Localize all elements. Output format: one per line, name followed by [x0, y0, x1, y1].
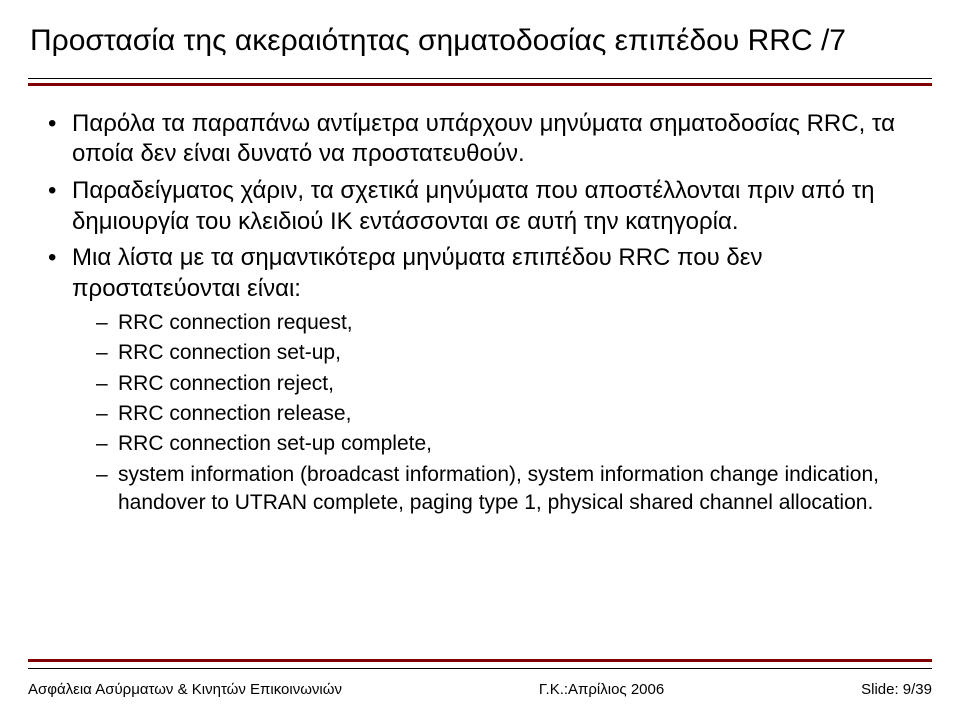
- footer-divider: [28, 659, 932, 662]
- bullet-item: Μια λίστα με τα σημαντικότερα μηνύματα ε…: [48, 243, 928, 517]
- sub-bullet-text: RRC connection release,: [118, 402, 351, 425]
- sub-bullet-text: system information (broadcast informatio…: [118, 463, 879, 514]
- bullet-text: Μια λίστα με τα σημαντικότερα μηνύματα ε…: [72, 244, 762, 302]
- sub-bullet-item: RRC connection set-up complete,: [96, 430, 928, 458]
- bullet-list: Παρόλα τα παραπάνω αντίμετρα υπάρχουν μη…: [48, 109, 928, 518]
- sub-bullet-text: RRC connection request,: [118, 311, 353, 334]
- footer-right: Slide: 9/39: [861, 681, 932, 698]
- sub-bullet-item: RRC connection release,: [96, 400, 928, 428]
- title-area: Προστασία της ακεραιότητας σηματοδοσίας …: [0, 0, 960, 60]
- sub-bullet-item: RRC connection request,: [96, 309, 928, 337]
- slide-title: Προστασία της ακεραιότητας σηματοδοσίας …: [30, 22, 930, 60]
- title-underline: [28, 78, 932, 79]
- footer: Ασφάλεια Ασύρματων & Κινητών Επικοινωνιώ…: [28, 681, 932, 698]
- body-area: Παρόλα τα παραπάνω αντίμετρα υπάρχουν μη…: [0, 79, 960, 518]
- sub-bullet-text: RRC connection set-up,: [118, 341, 341, 364]
- slide: Προστασία της ακεραιότητας σηματοδοσίας …: [0, 0, 960, 716]
- bullet-item: Παρόλα τα παραπάνω αντίμετρα υπάρχουν μη…: [48, 109, 928, 170]
- footer-center: Γ.Κ.:Απρίλιος 2006: [539, 681, 664, 698]
- sub-bullet-list: RRC connection request, RRC connection s…: [96, 309, 928, 517]
- sub-bullet-text: RRC connection set-up complete,: [118, 432, 432, 455]
- footer-left: Ασφάλεια Ασύρματων & Κινητών Επικοινωνιώ…: [28, 681, 342, 698]
- bullet-text: Παρόλα τα παραπάνω αντίμετρα υπάρχουν μη…: [72, 110, 895, 168]
- sub-bullet-item: RRC connection reject,: [96, 370, 928, 398]
- bullet-text: Παραδείγματος χάριν, τα σχετικά μηνύματα…: [72, 177, 875, 235]
- bullet-item: Παραδείγματος χάριν, τα σχετικά μηνύματα…: [48, 176, 928, 237]
- sub-bullet-item: RRC connection set-up,: [96, 339, 928, 367]
- sub-bullet-item: system information (broadcast informatio…: [96, 461, 928, 518]
- sub-bullet-text: RRC connection reject,: [118, 372, 334, 395]
